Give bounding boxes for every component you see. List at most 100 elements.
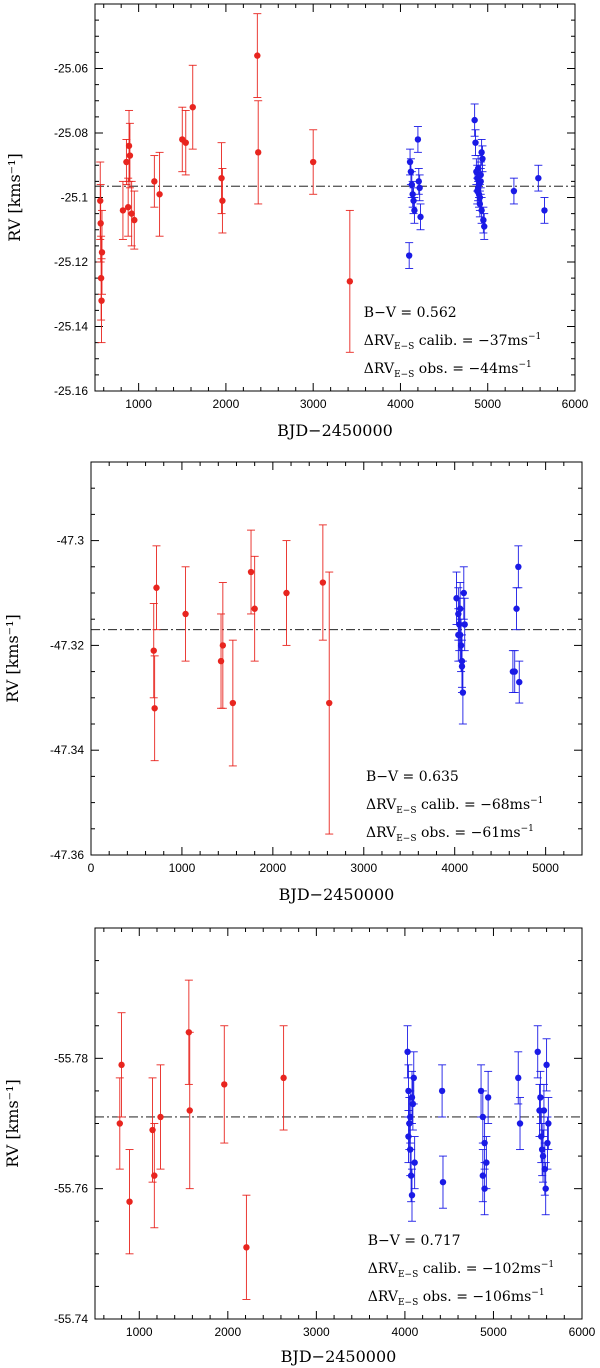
data-point xyxy=(406,158,414,166)
data-point xyxy=(415,178,422,185)
data-point xyxy=(414,136,422,143)
data-point xyxy=(151,1172,158,1179)
data-point xyxy=(326,699,333,707)
y-tick-label: -25.08 xyxy=(54,126,88,140)
data-point xyxy=(458,663,466,670)
x-axis-label: BJD−2450000 xyxy=(277,421,393,440)
data-point xyxy=(229,699,237,707)
data-point xyxy=(219,642,227,649)
y-tick-label: -55.78 xyxy=(54,1051,88,1065)
data-point xyxy=(539,1152,547,1160)
data-point xyxy=(408,181,415,188)
bv-annotation: B−V = 0.562 xyxy=(364,305,457,321)
x-tick-label: 2000 xyxy=(260,861,287,875)
data-point xyxy=(478,149,485,156)
series-late xyxy=(405,103,549,269)
data-point xyxy=(407,1172,415,1179)
x-tick-label: 4000 xyxy=(392,1325,419,1339)
data-point xyxy=(131,216,138,224)
plot-frame xyxy=(90,461,583,856)
data-point xyxy=(219,197,226,204)
y-tick-label: -55.76 xyxy=(54,1182,88,1196)
x-tick-label: 2000 xyxy=(213,397,240,411)
data-point xyxy=(456,605,464,612)
x-axis-label: BJD−2450000 xyxy=(281,1347,397,1366)
series-early xyxy=(149,524,334,835)
y-axis-label: RV [kms⁻¹] xyxy=(5,153,24,242)
data-point xyxy=(151,705,158,712)
obs-annotation: ΔRVE−S obs. = −106ms−1 xyxy=(368,1288,545,1308)
data-point xyxy=(478,207,485,214)
bv-annotation: B−V = 0.635 xyxy=(366,769,459,785)
x-tick-label: 1000 xyxy=(169,861,196,875)
series-early xyxy=(96,13,354,353)
data-point xyxy=(128,210,135,217)
data-point xyxy=(116,1120,123,1127)
calib-annotation: ΔRVE−S calib. = −68ms−1 xyxy=(366,796,543,816)
data-point xyxy=(541,207,548,214)
data-point xyxy=(119,207,127,214)
data-point xyxy=(251,605,258,612)
data-point xyxy=(283,589,290,597)
data-point xyxy=(189,104,196,111)
x-tick-label: 1000 xyxy=(126,1325,153,1339)
data-point xyxy=(479,1172,487,1179)
data-point xyxy=(182,139,189,146)
x-tick-label: 3000 xyxy=(300,397,327,411)
data-point xyxy=(515,563,522,570)
bv-annotation: B−V = 0.717 xyxy=(368,1233,461,1249)
data-point xyxy=(439,1178,447,1186)
data-point xyxy=(481,1139,488,1147)
data-point xyxy=(124,203,132,211)
x-tick-label: 3000 xyxy=(303,1325,330,1339)
data-point xyxy=(186,1107,193,1114)
data-point xyxy=(481,1185,488,1192)
data-point xyxy=(534,1048,541,1056)
data-point xyxy=(461,621,468,628)
x-tick-label: 5000 xyxy=(474,397,501,411)
obs-annotation: ΔRVE−S obs. = −61ms−1 xyxy=(366,824,534,844)
data-point xyxy=(479,155,486,162)
data-point xyxy=(542,1185,549,1192)
data-point xyxy=(537,1094,544,1101)
data-point xyxy=(254,52,261,59)
data-point xyxy=(118,1061,125,1069)
data-point xyxy=(411,207,418,214)
data-point xyxy=(151,178,158,185)
data-point xyxy=(150,647,157,654)
x-tick-label: 6000 xyxy=(569,1325,596,1339)
y-tick-label: -25.16 xyxy=(54,384,88,398)
x-tick-label: 6000 xyxy=(562,397,589,411)
data-point xyxy=(247,568,255,576)
data-point xyxy=(408,1094,416,1101)
y-tick-label: -47.36 xyxy=(50,848,84,862)
y-axis-label: RV [kms⁻¹] xyxy=(3,614,22,703)
data-point xyxy=(153,584,160,591)
data-point xyxy=(481,223,488,230)
x-tick-label: 1000 xyxy=(125,397,152,411)
data-point xyxy=(416,184,423,192)
data-point xyxy=(255,149,262,156)
data-point xyxy=(540,1107,548,1114)
data-point xyxy=(472,139,479,146)
y-tick-label: -25.12 xyxy=(54,255,88,269)
data-point xyxy=(460,589,467,597)
panel-2: 0 1000 2000 3000 4000 5000 -47.36 -47.34 -47.32 -… xyxy=(3,461,583,904)
x-tick-label: 4000 xyxy=(387,397,414,411)
data-point xyxy=(126,1198,133,1205)
data-point xyxy=(126,152,134,159)
x-tick-label: 0 xyxy=(88,861,95,875)
series-late xyxy=(452,545,524,725)
y-tick-label: -25.14 xyxy=(54,320,88,334)
x-tick-label: 3000 xyxy=(350,861,377,875)
data-point xyxy=(407,1113,414,1121)
data-point xyxy=(243,1244,250,1251)
calib-annotation: ΔRVE−S calib. = −102ms−1 xyxy=(368,1260,554,1280)
obs-annotation: ΔRVE−S obs. = −44ms−1 xyxy=(364,360,532,380)
y-tick-label: -47.3 xyxy=(57,534,85,548)
x-tick-label: 4000 xyxy=(441,861,468,875)
data-point xyxy=(474,165,482,172)
x-tick-label: 5000 xyxy=(532,861,559,875)
data-point xyxy=(516,1120,524,1127)
